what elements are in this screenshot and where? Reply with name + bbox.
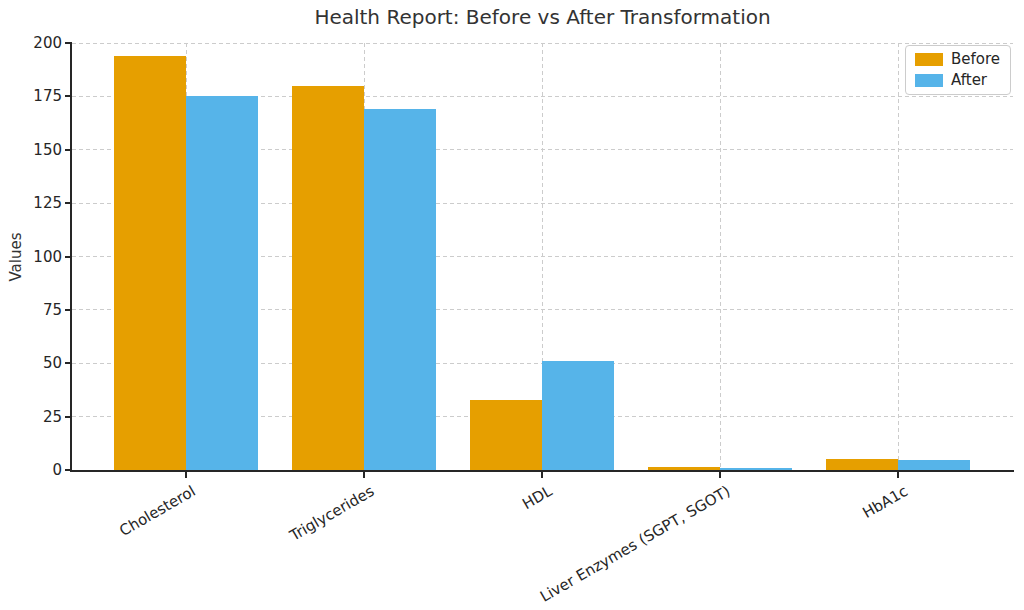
y-tick-label: 50 bbox=[18, 353, 62, 373]
x-tick-label: Triglycerides bbox=[286, 482, 377, 545]
bar-before bbox=[114, 56, 186, 470]
y-axis-tick bbox=[65, 256, 72, 258]
bar-after bbox=[364, 109, 436, 470]
x-axis-tick bbox=[185, 471, 187, 478]
y-axis-tick bbox=[65, 469, 72, 471]
h-gridline bbox=[72, 43, 1013, 44]
y-axis-tick bbox=[65, 149, 72, 151]
bar-before bbox=[292, 86, 364, 470]
y-tick-label: 25 bbox=[18, 407, 62, 427]
y-tick-label: 100 bbox=[18, 247, 62, 267]
y-tick-label: 200 bbox=[18, 33, 62, 53]
y-tick-label: 150 bbox=[18, 140, 62, 160]
x-tick-label: Cholesterol bbox=[117, 482, 199, 540]
bar-after bbox=[898, 460, 970, 470]
bar-after bbox=[186, 96, 258, 470]
y-axis-tick bbox=[65, 202, 72, 204]
x-axis-tick bbox=[719, 471, 721, 478]
y-axis-tick bbox=[65, 42, 72, 44]
bar-chart-figure: Health Report: Before vs After Transform… bbox=[0, 0, 1024, 610]
legend: Before After bbox=[905, 45, 1011, 95]
legend-label: Before bbox=[951, 52, 1000, 67]
y-tick-label: 175 bbox=[18, 86, 62, 106]
v-gridline bbox=[720, 43, 721, 470]
legend-item-before: Before bbox=[915, 52, 1001, 67]
legend-label: After bbox=[951, 73, 987, 88]
y-axis-spine bbox=[70, 43, 72, 472]
x-tick-label: HDL bbox=[519, 482, 555, 513]
y-tick-label: 125 bbox=[18, 193, 62, 213]
y-axis-tick bbox=[65, 95, 72, 97]
y-axis-tick bbox=[65, 309, 72, 311]
chart-title: Health Report: Before vs After Transform… bbox=[72, 5, 1013, 29]
y-axis-tick bbox=[65, 416, 72, 418]
legend-item-after: After bbox=[915, 73, 1001, 88]
y-axis-tick bbox=[65, 362, 72, 364]
x-tick-label: Liver Enzymes (SGPT, SGOT) bbox=[537, 482, 733, 606]
x-axis-tick bbox=[363, 471, 365, 478]
x-axis-tick bbox=[897, 471, 899, 478]
x-tick-label: HbA1c bbox=[860, 482, 911, 522]
bar-after bbox=[542, 361, 614, 470]
y-tick-label: 0 bbox=[18, 460, 62, 480]
v-gridline bbox=[898, 43, 899, 470]
x-axis-tick bbox=[541, 471, 543, 478]
legend-swatch-after bbox=[915, 74, 943, 87]
legend-swatch-before bbox=[915, 53, 943, 66]
bar-before bbox=[826, 459, 898, 470]
y-tick-label: 75 bbox=[18, 300, 62, 320]
bar-before bbox=[470, 400, 542, 470]
